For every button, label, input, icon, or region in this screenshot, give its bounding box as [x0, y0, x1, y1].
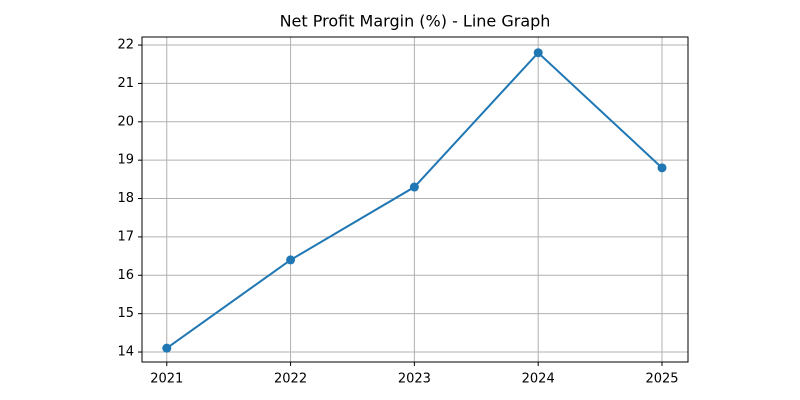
y-tick-label: 19: [117, 153, 134, 168]
x-tick-label: 2024: [522, 372, 555, 387]
y-tick-label: 22: [117, 38, 134, 53]
y-tick-label: 16: [117, 268, 134, 283]
data-point: [409, 182, 419, 192]
data-point: [286, 255, 296, 265]
y-tick-label: 21: [117, 76, 134, 91]
y-tick-label: 18: [117, 191, 134, 206]
x-tick-label: 2021: [150, 372, 183, 387]
y-tick-label: 14: [117, 345, 134, 360]
y-tick-label: 20: [117, 114, 134, 129]
plot-frame: [141, 36, 689, 363]
x-tick-label: 2023: [398, 372, 431, 387]
x-tick-label: 2025: [645, 372, 678, 387]
data-point: [533, 48, 543, 58]
x-tick-label: 2022: [274, 372, 307, 387]
chart-title: Net Profit Margin (%) - Line Graph: [280, 12, 551, 31]
data-point: [162, 343, 172, 353]
y-tick-label: 15: [117, 306, 134, 321]
data-point: [657, 163, 667, 173]
y-tick-label: 17: [117, 229, 134, 244]
